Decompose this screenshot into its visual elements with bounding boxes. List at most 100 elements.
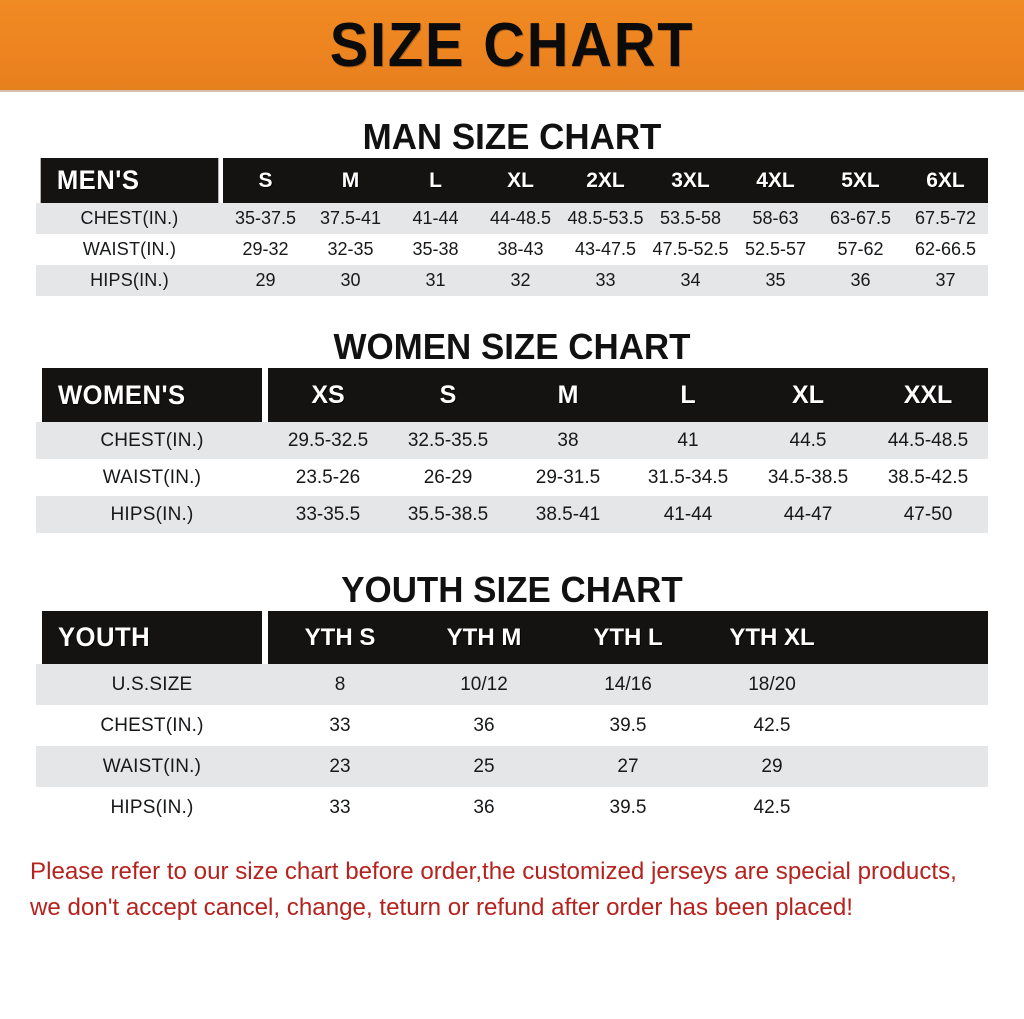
table-row: WAIST(IN.) 23.5-26 26-29 29-31.5 31.5-34… [36,459,988,496]
youth-cell-2-1: 25 [412,746,556,787]
youth-header-row: YOUTH YTH S YTH M YTH L YTH XL [36,611,988,664]
women-cell-0-5: 44.5-48.5 [868,422,988,459]
table-row: CHEST(IN.) 35-37.5 37.5-41 41-44 44-48.5… [36,203,988,234]
women-cell-0-1: 32.5-35.5 [388,422,508,459]
youth-row-0-label: U.S.SIZE [36,664,268,705]
man-row-1-label: WAIST(IN.) [36,234,223,265]
man-col-4: 2XL [563,158,648,203]
youth-cell-2-3: 29 [700,746,844,787]
man-chart-wrap: MEN'S S M L XL 2XL 3XL 4XL 5XL 6XL CHEST… [36,158,988,296]
youth-cell-3-1: 36 [412,787,556,828]
youth-table-body: U.S.SIZE 8 10/12 14/16 18/20 CHEST(IN.) … [36,664,988,828]
man-cell-1-0: 29-32 [223,234,308,265]
women-cell-1-0: 23.5-26 [268,459,388,496]
women-cell-0-3: 41 [628,422,748,459]
man-cell-0-2: 41-44 [393,203,478,234]
youth-cell-0-spacer [844,664,988,705]
youth-cell-0-3: 18/20 [700,664,844,705]
women-cell-1-2: 29-31.5 [508,459,628,496]
table-row: HIPS(IN.) 33-35.5 35.5-38.5 38.5-41 41-4… [36,496,988,533]
page-title: SIZE CHART [329,11,695,80]
man-cell-2-7: 36 [818,265,903,296]
women-cell-1-4: 34.5-38.5 [748,459,868,496]
man-cell-0-8: 67.5-72 [903,203,988,234]
youth-cell-2-spacer [844,746,988,787]
man-cell-2-3: 32 [478,265,563,296]
man-col-7: 5XL [818,158,903,203]
women-table-head: WOMEN'S XS S M L XL XXL [36,368,988,422]
youth-cell-1-0: 33 [268,705,412,746]
man-col-3: XL [478,158,563,203]
women-row-1-label: WAIST(IN.) [36,459,268,496]
man-cell-2-2: 31 [393,265,478,296]
youth-col-2: YTH L [556,611,700,664]
youth-col-spacer [844,611,988,664]
youth-cell-1-spacer [844,705,988,746]
women-header-row: WOMEN'S XS S M L XL XXL [36,368,988,422]
women-cell-2-4: 44-47 [748,496,868,533]
women-cell-2-5: 47-50 [868,496,988,533]
youth-corner-label: YOUTH [41,611,263,664]
youth-cell-3-spacer [844,787,988,828]
man-col-1: M [308,158,393,203]
youth-col-3: YTH XL [700,611,844,664]
women-row-2-label: HIPS(IN.) [36,496,268,533]
man-cell-1-3: 38-43 [478,234,563,265]
table-row: HIPS(IN.) 29 30 31 32 33 34 35 36 37 [36,265,988,296]
youth-size-table: YOUTH YTH S YTH M YTH L YTH XL U.S.SIZE … [36,611,988,828]
youth-cell-0-1: 10/12 [412,664,556,705]
women-cell-2-0: 33-35.5 [268,496,388,533]
man-cell-0-0: 35-37.5 [223,203,308,234]
table-row: CHEST(IN.) 33 36 39.5 42.5 [36,705,988,746]
man-col-2: L [393,158,478,203]
women-section-title: WOMEN SIZE CHART [333,326,691,367]
table-row: CHEST(IN.) 29.5-32.5 32.5-35.5 38 41 44.… [36,422,988,459]
youth-col-1: YTH M [412,611,556,664]
youth-row-3-label: HIPS(IN.) [36,787,268,828]
man-header-row: MEN'S S M L XL 2XL 3XL 4XL 5XL 6XL [36,158,988,203]
youth-row-2-label: WAIST(IN.) [36,746,268,787]
man-corner-label: MEN'S [40,158,219,203]
man-cell-1-6: 52.5-57 [733,234,818,265]
women-chart-wrap: WOMEN'S XS S M L XL XXL CHEST(IN.) 29.5-… [36,368,988,533]
women-table-body: CHEST(IN.) 29.5-32.5 32.5-35.5 38 41 44.… [36,422,988,533]
man-cell-1-4: 43-47.5 [563,234,648,265]
man-size-table: MEN'S S M L XL 2XL 3XL 4XL 5XL 6XL CHEST… [36,158,988,296]
youth-table-head: YOUTH YTH S YTH M YTH L YTH XL [36,611,988,664]
women-size-table: WOMEN'S XS S M L XL XXL CHEST(IN.) 29.5-… [36,368,988,533]
youth-cell-3-2: 39.5 [556,787,700,828]
youth-cell-3-3: 42.5 [700,787,844,828]
man-cell-0-3: 44-48.5 [478,203,563,234]
youth-cell-0-0: 8 [268,664,412,705]
table-row: WAIST(IN.) 23 25 27 29 [36,746,988,787]
disclaimer-line-1: Please refer to our size chart before or… [30,858,957,885]
youth-chart-wrap: YOUTH YTH S YTH M YTH L YTH XL U.S.SIZE … [36,611,988,828]
women-row-0-label: CHEST(IN.) [36,422,268,459]
women-col-5: XXL [868,368,988,422]
man-cell-2-6: 35 [733,265,818,296]
man-cell-2-1: 30 [308,265,393,296]
man-cell-1-2: 35-38 [393,234,478,265]
disclaimer-line-2: we don't accept cancel, change, teturn o… [30,893,853,921]
man-col-8: 6XL [903,158,988,203]
women-cell-0-2: 38 [508,422,628,459]
youth-cell-1-3: 42.5 [700,705,844,746]
man-cell-0-4: 48.5-53.5 [563,203,648,234]
man-cell-1-8: 62-66.5 [903,234,988,265]
man-table-body: CHEST(IN.) 35-37.5 37.5-41 41-44 44-48.5… [36,203,988,296]
women-col-4: XL [748,368,868,422]
youth-cell-1-2: 39.5 [556,705,700,746]
man-row-2-label: HIPS(IN.) [36,265,223,296]
women-cell-1-1: 26-29 [388,459,508,496]
youth-cell-1-1: 36 [412,705,556,746]
man-col-0: S [223,158,308,203]
women-col-0: XS [268,368,388,422]
man-cell-2-8: 37 [903,265,988,296]
youth-cell-0-2: 14/16 [556,664,700,705]
table-row: WAIST(IN.) 29-32 32-35 35-38 38-43 43-47… [36,234,988,265]
man-cell-0-1: 37.5-41 [308,203,393,234]
man-row-0-label: CHEST(IN.) [36,203,223,234]
women-cell-2-3: 41-44 [628,496,748,533]
youth-section-title: YOUTH SIZE CHART [341,569,683,610]
women-corner-label: WOMEN'S [41,368,263,422]
